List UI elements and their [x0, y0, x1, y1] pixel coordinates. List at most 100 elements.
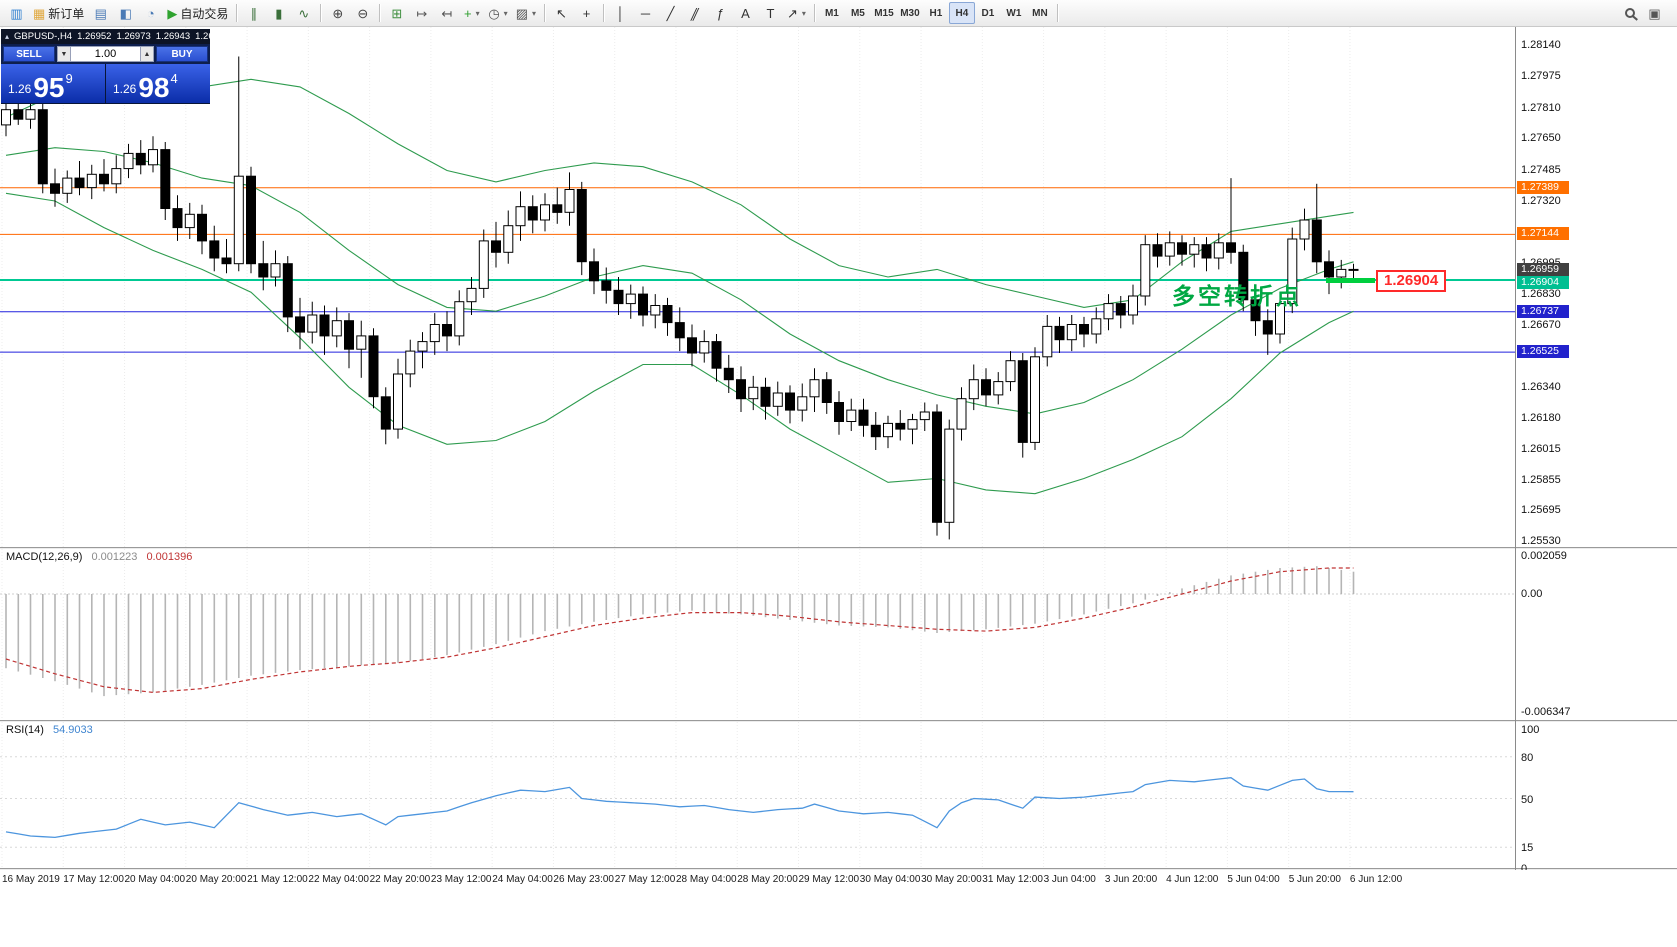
- time-axis-label: 23 May 12:00: [430, 874, 492, 885]
- axis-label: 1.27320: [1521, 195, 1561, 207]
- layout-icon[interactable]: ▣: [1642, 2, 1667, 24]
- axis-label: 1.27650: [1521, 132, 1561, 145]
- tf-h1-button[interactable]: H1: [923, 2, 949, 24]
- tf-m5-button[interactable]: M5: [845, 2, 871, 24]
- tf-w1-button[interactable]: W1: [1001, 2, 1027, 24]
- chart-shift-icon[interactable]: ↦: [409, 2, 434, 24]
- panel-separator[interactable]: [0, 868, 1677, 870]
- axis-label: -0.006347: [1521, 705, 1571, 718]
- tf-m30-button-label: M30: [900, 7, 920, 19]
- one-click-trading-panel: ▴ GBPUSD-,H4 1.26952 1.26973 1.26943 1.2…: [1, 29, 229, 104]
- search-icon: [1624, 8, 1635, 18]
- toolbar-separator: [236, 4, 238, 22]
- main-chart[interactable]: [0, 27, 1677, 547]
- templates-icon[interactable]: ▨ ▾: [512, 2, 540, 24]
- axis-label: 1.26670: [1521, 318, 1561, 331]
- ohlc-info-bar[interactable]: ▴ GBPUSD-,H4 1.26952 1.26973 1.26943 1.2…: [1, 29, 229, 44]
- time-axis[interactable]: 16 May 2019 17 May 12:00 20 May 04:00 20 Ma…: [0, 870, 1677, 894]
- sell-button[interactable]: SELL: [3, 46, 55, 62]
- axis-label: 1.25695: [1521, 503, 1561, 516]
- annotation-price-flag[interactable]: 1.26904: [1376, 270, 1447, 292]
- volume-input[interactable]: 1.00: [71, 46, 140, 62]
- new-order-button[interactable]: ▦ 新订单: [29, 2, 88, 24]
- axis-label: 1.27975: [1521, 70, 1561, 83]
- channel-icon[interactable]: ∥: [683, 2, 708, 24]
- cursor-icon[interactable]: ↖: [549, 2, 574, 24]
- chart-annotation-text[interactable]: 多空转折点: [1172, 283, 1302, 309]
- panel-separator[interactable]: [0, 547, 1677, 549]
- dropdown-arrow-icon: ▾: [503, 8, 508, 18]
- tf-m1-button[interactable]: M1: [819, 2, 845, 24]
- axis-label: 1.26180: [1521, 411, 1561, 424]
- candlestick-chart-icon: ▮: [275, 5, 283, 21]
- fibonacci-icon[interactable]: ƒ: [708, 2, 733, 24]
- buy-button[interactable]: BUY: [156, 46, 208, 62]
- rsi-panel-chart[interactable]: [0, 722, 1677, 868]
- tf-h4-button[interactable]: H4: [948, 2, 975, 24]
- axis-label: 0.00: [1521, 588, 1543, 600]
- tf-m15-button-label: M15: [874, 7, 894, 19]
- data-window-icon[interactable]: ◧: [113, 2, 138, 24]
- trendline-icon: ╱: [666, 5, 675, 21]
- time-axis-label: 5 Jun 04:00: [1227, 874, 1280, 885]
- navigator-icon[interactable]: ◔: [138, 2, 163, 24]
- right-group: ▣: [1617, 0, 1667, 26]
- time-axis-label: 28 May 04:00: [676, 874, 737, 885]
- tf-m30-button[interactable]: M30: [897, 2, 923, 24]
- macd-value-signal: 0.001396: [146, 551, 193, 563]
- text-icon[interactable]: A: [733, 2, 758, 24]
- market-watch-icon[interactable]: ▤: [88, 2, 113, 24]
- buy-price-panel[interactable]: 1.26 98 4: [106, 64, 210, 103]
- tile-windows-icon: ⊞: [391, 5, 403, 21]
- zoom-in-icon[interactable]: ⊕: [325, 2, 350, 24]
- volume-up-button[interactable]: ▲: [140, 46, 154, 62]
- file-group: ▥ ▦ 新订单 ▤ ◧ ◔ ▶ 自动交易: [4, 0, 232, 26]
- candlestick-chart-icon[interactable]: ▮: [266, 2, 291, 24]
- collapse-arrow-icon[interactable]: ▴: [5, 32, 10, 41]
- ohlc-high: 1.26973: [116, 31, 151, 42]
- axis-label: 1.25530: [1521, 535, 1561, 548]
- cursor-group: ↖ +: [549, 0, 599, 26]
- tf-mn-button-label: MN: [1032, 7, 1048, 19]
- tf-mn-button[interactable]: MN: [1027, 2, 1053, 24]
- indicators-icon[interactable]: + ▾: [459, 2, 484, 24]
- time-axis-label: 4 Jun 12:00: [1166, 874, 1219, 885]
- price-axis[interactable]: 1.28140 1.27975 1.27810 1.27650 1.27485 1.273…: [1516, 27, 1677, 875]
- ohlc-low: 1.26943: [155, 31, 191, 42]
- time-axis-label: 28 May 20:00: [737, 874, 798, 885]
- time-axis-label: 22 May 20:00: [369, 874, 431, 885]
- zoom-out-icon[interactable]: ⊖: [350, 2, 375, 24]
- panel-separator[interactable]: [0, 720, 1677, 722]
- app-icon[interactable]: ▥: [4, 2, 29, 24]
- axis-label: 1.26340: [1521, 381, 1561, 394]
- autotrading-button-label: 自动交易: [180, 6, 229, 21]
- autotrading-button[interactable]: ▶ 自动交易: [163, 2, 232, 24]
- horizontal-line-icon[interactable]: ─: [633, 2, 658, 24]
- label-icon[interactable]: T: [758, 2, 783, 24]
- crosshair-icon[interactable]: +: [574, 2, 599, 24]
- periods-icon[interactable]: ◷ ▾: [484, 2, 511, 24]
- tf-m15-button[interactable]: M15: [871, 2, 897, 24]
- dropdown-arrow-icon: ▾: [531, 8, 536, 18]
- bar-chart-icon[interactable]: ∥: [241, 2, 266, 24]
- search-button[interactable]: [1617, 2, 1642, 24]
- time-axis-label: 17 May 12:00: [63, 874, 124, 885]
- vertical-line-icon[interactable]: │: [608, 2, 633, 24]
- arrows-icon[interactable]: ↗ ▾: [783, 2, 810, 24]
- auto-scroll-icon[interactable]: ↤: [434, 2, 459, 24]
- trendline-icon[interactable]: ╱: [658, 2, 683, 24]
- line-chart-icon[interactable]: ∿: [291, 2, 316, 24]
- volume-down-button[interactable]: ▼: [57, 46, 71, 62]
- tf-d1-button[interactable]: D1: [975, 2, 1001, 24]
- navigator-icon: ◔: [146, 5, 155, 21]
- zoom-in-icon: ⊕: [332, 5, 344, 21]
- sell-price-panel[interactable]: 1.26 95 9: [1, 64, 105, 103]
- time-axis-label: 16 May 2019: [2, 874, 60, 885]
- macd-histogram-layer: [5, 566, 1355, 697]
- data-window-icon: ◧: [119, 5, 132, 21]
- window-group: ⊞ ↦ ↤ + ▾ ◷ ▾ ▨ ▾: [384, 0, 540, 26]
- macd-panel-chart[interactable]: [0, 549, 1677, 720]
- toolbar: ▥ ▦ 新订单 ▤ ◧ ◔ ▶ 自动交易 ∥ ▮ ∿ ⊕ ⊖ ⊞ ↦ ↤ + ▾ ◷ ▾ ▨ ▾ ↖ + │ ─ ╱ ∥ ƒ A T ↗ ▾ M1…: [0, 0, 1677, 27]
- tile-windows-icon[interactable]: ⊞: [384, 2, 409, 24]
- autotrading-icon: ▶: [167, 5, 178, 21]
